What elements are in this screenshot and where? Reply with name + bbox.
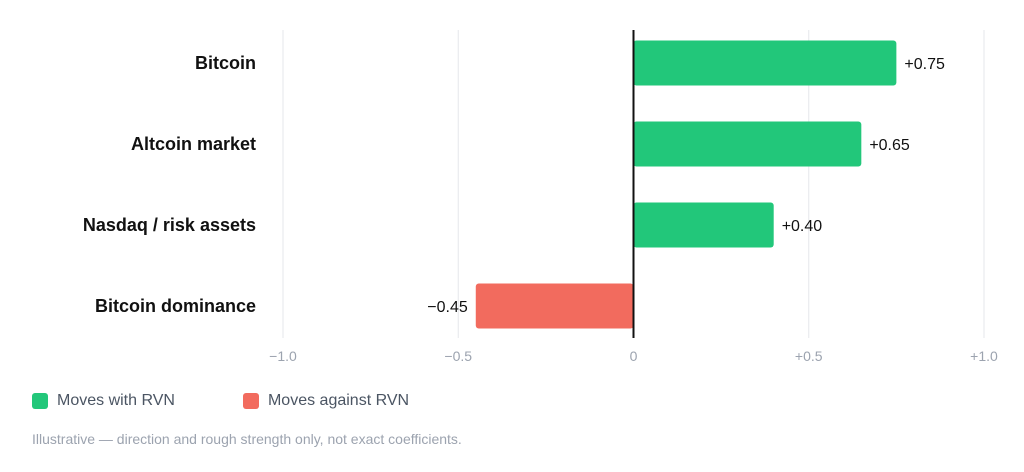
value-label: +0.75 [904,56,945,73]
bar [475,283,634,329]
bar [633,40,897,86]
x-tick-label: 0 [630,348,638,364]
category-label: Altcoin market [131,134,256,154]
x-tick-label: +1.0 [970,348,998,364]
category-label: Bitcoin dominance [95,296,256,316]
x-axis-ticks: −1.0 −0.5 0 +0.5 +1.0 [269,348,998,364]
legend-swatch-negative [242,393,259,409]
x-tick-label: −0.5 [444,348,472,364]
x-tick-label: +0.5 [795,348,823,364]
legend: Moves with RVN Moves against RVN [32,392,409,410]
labels: Bitcoin +0.75 Altcoin market +0.65 Nasdaq / … [83,53,945,316]
legend-item-negative: Moves against RVN [242,392,410,410]
legend-label-positive: Moves with RVN [57,392,175,409]
legend-item-positive: Moves with RVN [32,392,175,410]
value-label: −0.45 [427,299,468,316]
value-label: +0.65 [869,137,910,154]
bar [633,121,862,167]
bar [633,202,774,248]
footnote: Illustrative — direction and rough stren… [32,431,462,447]
correlation-chart: Bitcoin +0.75 Altcoin market +0.65 Nasdaq / … [83,30,998,364]
category-label: Nasdaq / risk assets [83,215,256,235]
bars [475,30,897,338]
x-tick-label: −1.0 [269,348,297,364]
value-label: +0.40 [782,218,823,235]
legend-label-negative: Moves against RVN [267,392,410,409]
legend-swatch-positive [32,393,48,409]
category-label: Bitcoin [195,53,256,73]
